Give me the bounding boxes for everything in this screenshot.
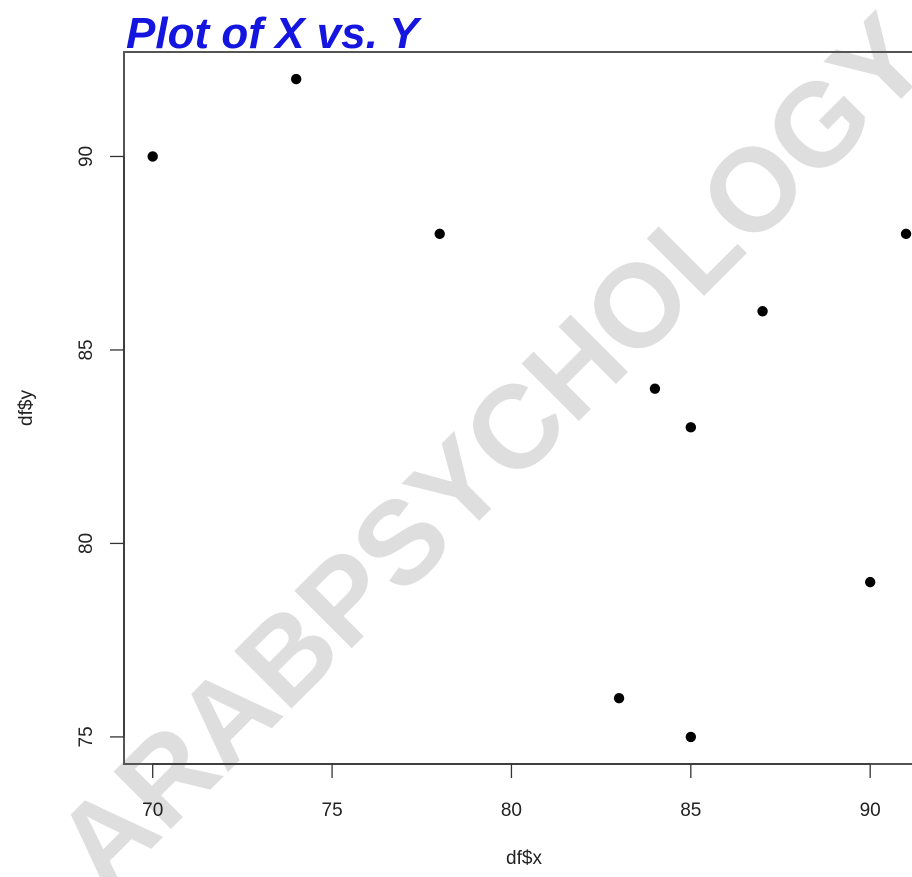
y-tick-label: 75 [76,726,97,747]
y-axis-label: df$y [16,390,37,426]
x-tick-label: 85 [680,800,701,821]
data-point [685,731,697,743]
y-axis: 75 80 85 90 [76,146,125,747]
x-axis: 70 75 80 85 90 [142,763,881,821]
y-tick-label: 85 [76,339,97,360]
data-point [434,228,445,240]
data-point [613,693,625,704]
watermark-layer: ARABPSYCHOLOGY [30,0,912,877]
x-tick-label: 80 [501,800,522,821]
data-point [864,576,876,588]
data-point [290,73,302,85]
watermark-text: ARABPSYCHOLOGY [30,0,912,877]
data-points [147,73,912,743]
data-point [757,306,768,317]
x-tick-label: 75 [322,800,343,821]
y-tick-label: 80 [76,533,97,554]
chart-title: Plot of X vs. Y [126,9,422,58]
data-point [900,228,912,240]
x-tick-label: 70 [142,800,163,821]
x-axis-label: df$x [506,848,542,869]
data-point [685,422,697,433]
x-tick-label: 90 [860,800,881,821]
data-point [147,151,158,162]
data-point [649,383,661,394]
y-tick-label: 90 [76,146,97,167]
